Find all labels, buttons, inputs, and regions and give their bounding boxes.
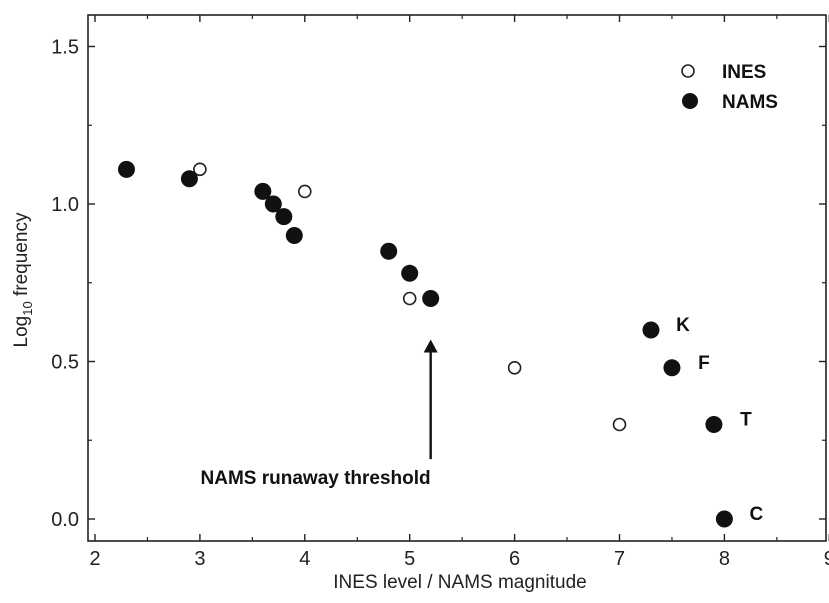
ines-point bbox=[507, 360, 522, 375]
y-tick-label: 0.0 bbox=[51, 509, 79, 531]
ines-point bbox=[402, 291, 417, 306]
nams-point-t bbox=[705, 416, 723, 433]
legend-label-ines: INES bbox=[722, 62, 766, 83]
x-tick-label: 9 bbox=[824, 548, 829, 570]
legend-marker-nams bbox=[682, 93, 698, 109]
x-tick-label: 8 bbox=[719, 548, 730, 570]
plot-border bbox=[87, 14, 827, 542]
threshold-annotation: NAMS runaway threshold bbox=[201, 468, 431, 489]
nams-point bbox=[180, 170, 198, 188]
nams-point bbox=[401, 264, 419, 282]
x-tick-label: 5 bbox=[404, 548, 415, 570]
x-tick-label: 3 bbox=[194, 548, 205, 570]
threshold-arrow-head bbox=[423, 339, 438, 353]
annotations: NAMS runaway threshold bbox=[201, 339, 438, 489]
nams-point bbox=[275, 208, 293, 226]
legend: INES NAMS bbox=[681, 62, 778, 113]
nams-point-f bbox=[663, 359, 681, 377]
legend-label-nams: NAMS bbox=[722, 92, 778, 113]
ines-point bbox=[612, 417, 627, 432]
data-points: KF T C bbox=[117, 160, 764, 528]
nams-point-c bbox=[715, 510, 733, 528]
legend-marker-ines bbox=[681, 64, 695, 78]
x-tick-label: 7 bbox=[614, 548, 625, 570]
nams-point bbox=[117, 160, 135, 178]
y-axis-title: Log10 frequency bbox=[11, 212, 35, 347]
y-tick-label: 1.5 bbox=[51, 37, 79, 59]
x-tick-label: 4 bbox=[299, 548, 310, 570]
x-tick-label: 2 bbox=[89, 548, 100, 570]
point-label-f: F bbox=[698, 353, 710, 374]
ines-point bbox=[193, 162, 207, 177]
nams-point-k bbox=[642, 321, 660, 339]
point-label-t: T bbox=[740, 410, 752, 431]
x-tick-label: 6 bbox=[509, 548, 520, 570]
nams-point bbox=[264, 195, 282, 213]
point-label-k: K bbox=[676, 315, 690, 336]
nams-point bbox=[254, 182, 272, 200]
ines-point bbox=[297, 184, 312, 199]
plot-frame bbox=[87, 14, 827, 542]
point-label-c: C bbox=[750, 504, 764, 525]
y-tick-label: 0.5 bbox=[51, 352, 79, 374]
y-tick-label: 1.0 bbox=[51, 194, 79, 216]
nams-point bbox=[380, 242, 398, 260]
axis-ticks: 2 3 4 5 6 7 8 9 0.0 0.5 1.0 1.5 bbox=[51, 15, 829, 570]
nams-point bbox=[422, 290, 440, 307]
x-axis-title: INES level / NAMS magnitude bbox=[333, 572, 586, 593]
nams-point bbox=[285, 227, 303, 244]
